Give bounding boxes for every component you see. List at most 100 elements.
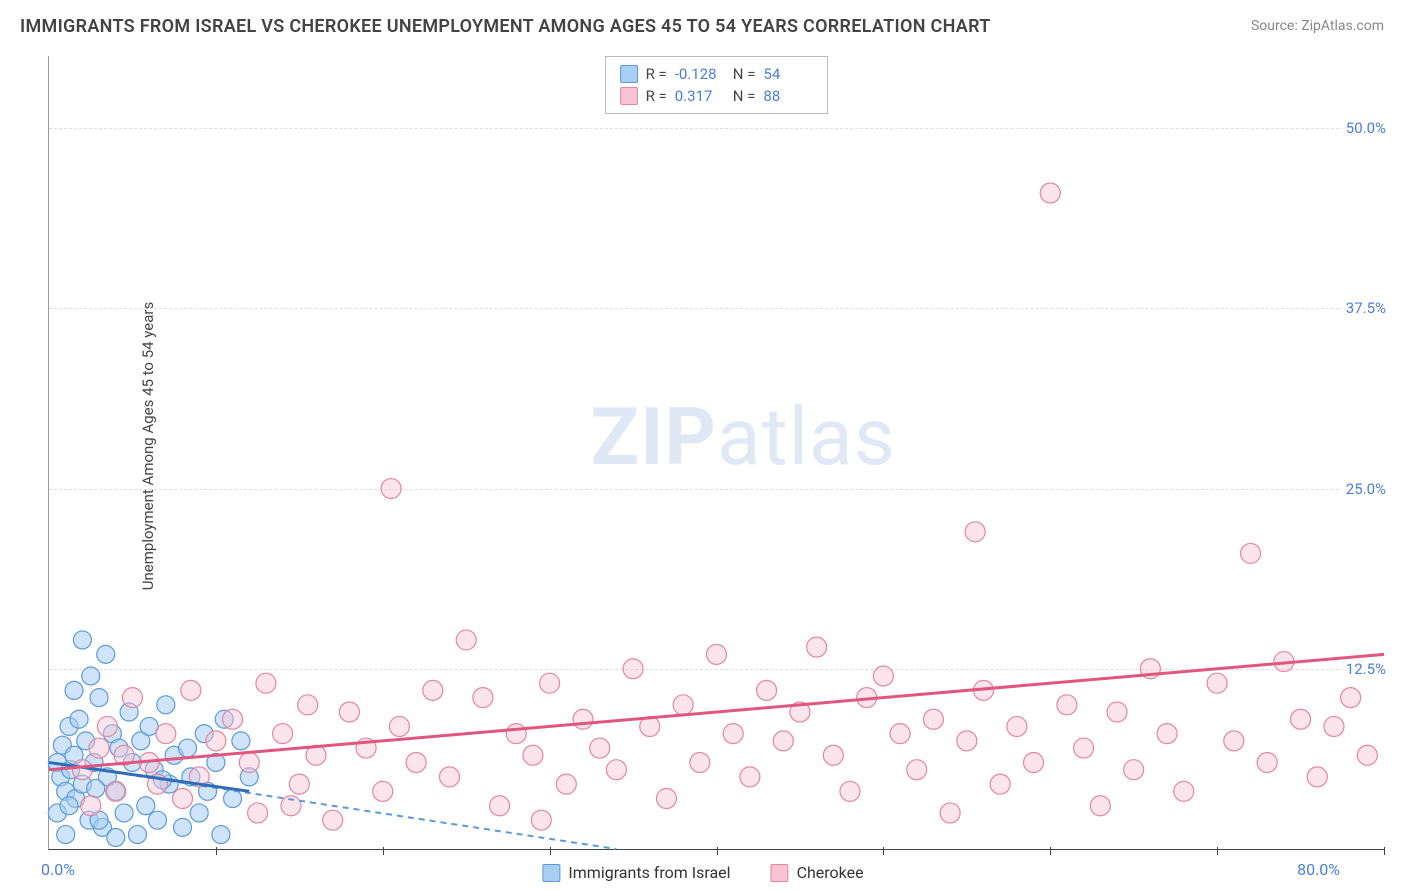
data-point <box>273 724 293 744</box>
data-point <box>923 709 943 729</box>
swatch-bottom-1 <box>542 864 560 882</box>
swatch-series-2 <box>620 87 638 105</box>
data-point <box>137 797 155 815</box>
data-point <box>148 811 166 829</box>
data-point <box>1241 543 1261 563</box>
data-point <box>840 781 860 801</box>
n-label-2: N = <box>733 87 756 105</box>
r-label-2: R = <box>646 87 667 105</box>
data-point <box>690 752 710 772</box>
data-point <box>1024 752 1044 772</box>
data-point <box>128 826 146 844</box>
data-point <box>289 774 309 794</box>
data-point <box>212 826 230 844</box>
series-legend-item-2: Cherokee <box>771 863 864 882</box>
data-point <box>1124 760 1144 780</box>
data-point <box>1074 738 1094 758</box>
data-point <box>990 774 1010 794</box>
data-point <box>707 644 727 664</box>
data-point <box>239 752 259 772</box>
data-point <box>173 789 193 809</box>
data-point <box>656 789 676 809</box>
data-point <box>89 738 109 758</box>
data-point <box>298 695 318 715</box>
data-point <box>339 702 359 722</box>
data-point <box>181 680 201 700</box>
chart-title: IMMIGRANTS FROM ISRAEL VS CHEROKEE UNEMP… <box>20 16 991 37</box>
data-point <box>70 710 88 728</box>
data-point <box>440 767 460 787</box>
data-point <box>1224 731 1244 751</box>
scatter-svg <box>49 56 1384 849</box>
data-point <box>223 709 243 729</box>
data-point <box>82 667 100 685</box>
data-point <box>157 696 175 714</box>
data-point <box>1174 781 1194 801</box>
data-point <box>740 767 760 787</box>
data-point <box>490 796 510 816</box>
data-point <box>556 774 576 794</box>
data-point <box>115 804 133 822</box>
data-point <box>1257 752 1277 772</box>
data-point <box>965 522 985 542</box>
data-point <box>87 779 105 797</box>
data-point <box>57 826 75 844</box>
data-point <box>60 797 78 815</box>
data-point <box>757 680 777 700</box>
data-point <box>1157 724 1177 744</box>
stats-legend-row-1: R = -0.128 N = 54 <box>620 63 814 85</box>
data-point <box>873 666 893 686</box>
x-origin-label: 0.0% <box>41 860 75 879</box>
data-point <box>97 716 117 736</box>
stats-legend-row-2: R = 0.317 N = 88 <box>620 85 814 107</box>
data-point <box>73 631 91 649</box>
data-point <box>248 803 268 823</box>
data-point <box>673 695 693 715</box>
r-label-1: R = <box>646 65 667 83</box>
data-point <box>773 731 793 751</box>
data-point <box>1207 673 1227 693</box>
r-value-2: 0.317 <box>675 87 725 105</box>
data-point <box>373 781 393 801</box>
data-point <box>107 828 125 846</box>
data-point <box>1007 716 1027 736</box>
data-point <box>1307 767 1327 787</box>
data-point <box>940 803 960 823</box>
data-point <box>1107 702 1127 722</box>
data-point <box>1057 695 1077 715</box>
data-point <box>473 688 493 708</box>
data-point <box>807 637 827 657</box>
n-label-1: N = <box>733 65 756 83</box>
data-point <box>1040 183 1060 203</box>
data-point <box>179 739 197 757</box>
data-point <box>323 810 343 830</box>
data-point <box>1090 796 1110 816</box>
data-point <box>540 673 560 693</box>
data-point <box>590 738 610 758</box>
data-point <box>531 810 551 830</box>
data-point <box>573 709 593 729</box>
data-point <box>623 659 643 679</box>
data-point <box>456 630 476 650</box>
swatch-bottom-2 <box>771 864 789 882</box>
r-value-1: -0.128 <box>675 65 725 83</box>
data-point <box>423 680 443 700</box>
n-value-2: 88 <box>763 87 813 105</box>
data-point <box>256 673 276 693</box>
data-point <box>1357 745 1377 765</box>
data-point <box>232 732 250 750</box>
stats-legend-box: R = -0.128 N = 54 R = 0.317 N = 88 <box>605 56 829 114</box>
data-point <box>1341 688 1361 708</box>
data-point <box>97 645 115 663</box>
data-point <box>90 689 108 707</box>
series-name-2: Cherokee <box>797 863 864 882</box>
data-point <box>890 724 910 744</box>
series-legend-item-1: Immigrants from Israel <box>542 863 730 882</box>
plot-area: ZIPatlas 12.5%25.0%37.5%50.0% R = -0.128… <box>48 56 1384 850</box>
data-point <box>65 681 83 699</box>
data-point <box>823 745 843 765</box>
data-point <box>156 724 176 744</box>
series-name-1: Immigrants from Israel <box>568 863 730 882</box>
data-point <box>1291 709 1311 729</box>
data-point <box>174 818 192 836</box>
